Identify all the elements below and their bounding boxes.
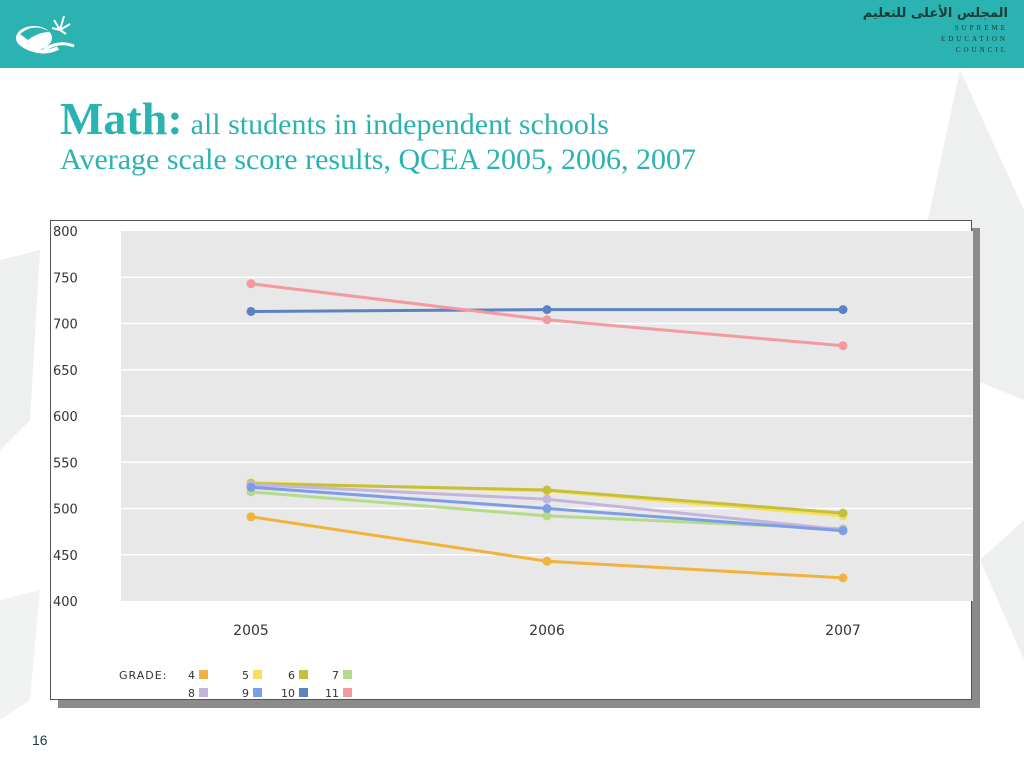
chart-frame: 400 450 500 550 600 650 700 750 800 2005 2006 2007 G… — [50, 220, 973, 700]
legend-title: GRADE: — [119, 669, 167, 682]
y-tick-label: 500 — [53, 503, 78, 518]
legend-swatch — [299, 688, 308, 697]
header-bar: المجلس الأعلى للتعليم SUPREME EDUCATION … — [0, 0, 1024, 68]
slide-title-sub: all students in independent schools — [190, 108, 609, 141]
data-point — [246, 279, 256, 289]
y-tick-label: 750 — [53, 271, 78, 286]
y-tick-label: 400 — [53, 595, 78, 610]
org-name-line-1: SUPREME — [954, 24, 1008, 32]
data-point — [246, 482, 256, 492]
data-point — [542, 556, 552, 566]
legend-label: 4 — [188, 669, 195, 682]
line-chart: 400 450 500 550 600 650 700 750 800 2005 2006 2007 G… — [53, 225, 973, 700]
legend-swatch — [199, 688, 208, 697]
legend-label: 5 — [242, 669, 249, 682]
data-point — [838, 526, 848, 536]
legend-label: 7 — [332, 669, 339, 682]
slide-title-block: Math: all students in independent schools… — [60, 92, 1000, 177]
slide-title: Math: — [60, 93, 183, 144]
y-tick-label: 450 — [53, 549, 78, 564]
x-tick-label: 2005 — [233, 623, 269, 639]
legend-swatch — [343, 670, 352, 679]
y-tick-label: 650 — [53, 364, 78, 379]
y-tick-label: 800 — [53, 225, 78, 240]
x-tick-label: 2007 — [825, 623, 861, 639]
legend-label: 11 — [325, 687, 339, 700]
org-name: المجلس الأعلى للتعليم SUPREME EDUCATION … — [863, 6, 1008, 54]
data-point — [838, 305, 848, 315]
legend-swatch — [253, 670, 262, 679]
data-point — [542, 485, 552, 495]
data-point — [542, 305, 552, 315]
legend-label: 9 — [242, 687, 249, 700]
data-point — [838, 573, 848, 583]
data-point — [542, 315, 552, 325]
legend-swatch — [299, 670, 308, 679]
y-tick-label: 700 — [53, 318, 78, 333]
data-point — [542, 504, 552, 513]
slide-subtitle: Average scale score results, QCEA 2005, … — [60, 143, 696, 176]
y-tick-label: 550 — [53, 456, 78, 471]
data-point — [246, 306, 256, 316]
legend-swatch — [253, 688, 262, 697]
data-point — [542, 511, 552, 521]
legend-label: 10 — [281, 687, 295, 700]
data-point — [246, 512, 256, 522]
data-point — [838, 508, 848, 518]
org-name-arabic: المجلس الأعلى للتعليم — [862, 6, 1008, 21]
page-number: 16 — [32, 732, 48, 748]
legend-label: 6 — [288, 669, 295, 682]
org-name-line-3: COUNCIL — [955, 46, 1008, 54]
data-point — [542, 494, 552, 504]
x-tick-label: 2006 — [529, 623, 565, 639]
org-name-line-2: EDUCATION — [940, 35, 1008, 43]
legend-label: 8 — [188, 687, 195, 700]
council-logo — [16, 15, 75, 54]
legend-swatch — [343, 688, 352, 697]
y-tick-label: 600 — [53, 410, 78, 425]
legend-swatch — [199, 670, 208, 679]
data-point — [838, 341, 848, 351]
